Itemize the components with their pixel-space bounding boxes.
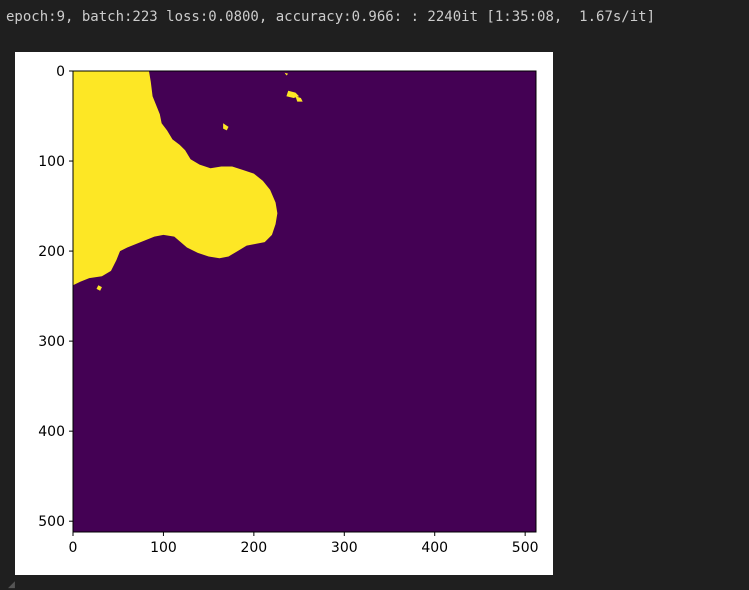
heatmap-region-0 [73, 71, 278, 286]
y-tick-label: 400 [38, 424, 65, 440]
x-tick-label: 300 [331, 540, 358, 556]
heatmap-region-1 [286, 90, 300, 99]
y-tick-label: 500 [38, 514, 65, 530]
x-tick-label: 0 [69, 540, 78, 556]
x-tick-label: 200 [240, 540, 267, 556]
x-tick-label: 400 [421, 540, 448, 556]
y-tick-label: 0 [56, 64, 65, 80]
heatmap-region-5 [284, 72, 289, 76]
heatmap-image [73, 71, 536, 532]
heatmap-region-2 [295, 96, 303, 102]
axes-frame [72, 70, 537, 533]
x-tick-label: 100 [150, 540, 177, 556]
y-tick-label: 300 [38, 334, 65, 350]
resize-handle-icon: ◢ [8, 580, 15, 590]
heatmap-region-4 [96, 285, 102, 291]
training-progress-log: epoch:9, batch:223 loss:0.0800, accuracy… [6, 9, 656, 25]
matplotlib-figure: 0 100 200 300 400 500 0 100 200 300 400 500 [15, 52, 553, 575]
y-tick-label: 200 [38, 244, 65, 260]
heatmap-region-3 [223, 123, 229, 131]
y-tick-label: 100 [38, 154, 65, 170]
x-tick-label: 500 [512, 540, 539, 556]
